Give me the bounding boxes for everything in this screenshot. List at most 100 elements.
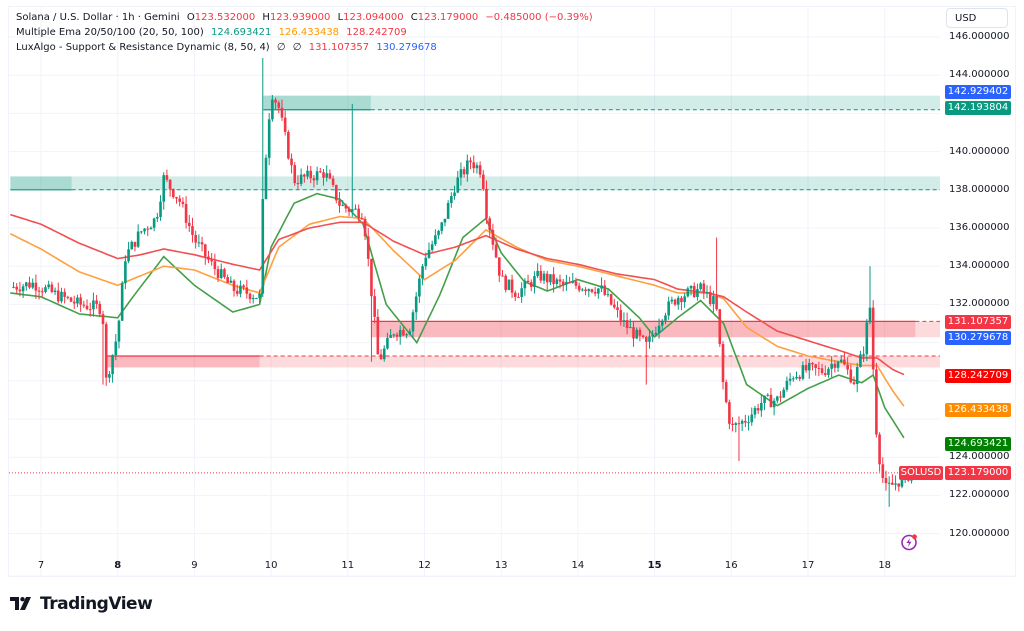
candle-body [776, 396, 779, 401]
candle-body [839, 359, 843, 362]
candle-body [456, 177, 460, 193]
candle-body [338, 200, 341, 206]
candle-body [597, 288, 600, 294]
candle-body [395, 334, 399, 337]
candle-body [670, 299, 674, 302]
candle-body [56, 290, 60, 302]
candle-body [491, 229, 495, 245]
candle-body [734, 423, 738, 425]
time-tick-label: 10 [264, 560, 278, 571]
candle-body [203, 244, 207, 257]
candle-body [561, 281, 565, 285]
candle-body [823, 373, 827, 375]
sr-support-value: 130.279678 [376, 42, 437, 53]
candle-body [88, 309, 92, 311]
candle-body [731, 423, 734, 425]
candle-body [146, 228, 150, 230]
candle-body [251, 297, 255, 300]
time-tick-label: 12 [418, 560, 431, 571]
candle-body [296, 183, 300, 185]
sr-zone-extension [259, 355, 941, 368]
candle-body [226, 277, 229, 283]
candle-body [667, 301, 670, 316]
candle-body [210, 259, 213, 262]
low-value: 123.094000 [343, 12, 404, 23]
candle-body [274, 99, 277, 103]
candle-body [865, 322, 869, 355]
lightning-icon[interactable] [900, 533, 918, 551]
candle-body [79, 297, 82, 305]
candle-body [283, 117, 287, 132]
price-badge: 142.929402 [945, 85, 1011, 99]
candle-body [344, 204, 348, 209]
candle-body [859, 354, 862, 368]
candle-body [632, 327, 635, 339]
sr-indicator-name[interactable]: LuxAlgo - Support & Resistance Dynamic (… [16, 42, 270, 53]
candle-body [884, 478, 888, 484]
candle-body [277, 102, 281, 108]
candle-body [638, 329, 642, 336]
candle-body [472, 162, 476, 169]
symbol-title[interactable]: Solana / U.S. Dollar · 1h · Gemini [16, 12, 180, 23]
candle-body [347, 208, 351, 212]
tradingview-logo[interactable]: TradingView [10, 594, 153, 614]
candle-body [485, 188, 488, 219]
time-tick-label: 16 [724, 560, 738, 571]
currency-selector[interactable]: USD [946, 8, 1008, 28]
candle-body [555, 279, 559, 285]
candle-body [600, 285, 603, 289]
candle-body [849, 369, 853, 383]
brand-name: TradingView [40, 594, 153, 614]
candle-body [261, 199, 265, 294]
candle-body [418, 278, 421, 297]
candle-body [763, 395, 766, 403]
candle-body [421, 266, 424, 279]
candle-body [130, 241, 134, 250]
candle-body [750, 414, 754, 423]
candle-body [558, 279, 562, 282]
candle-body [290, 158, 293, 166]
candle-body [427, 249, 431, 258]
candle-body [66, 296, 70, 298]
candle-body [24, 282, 28, 287]
candle-body [603, 285, 607, 295]
candle-body [673, 299, 677, 305]
candle-body [807, 362, 811, 371]
ema-line-ema50 [9, 215, 905, 407]
ema-indicator-name[interactable]: Multiple Ema 20/50/100 (20, 50, 100) [16, 27, 204, 38]
candle-body [482, 174, 485, 189]
candle-body [696, 289, 699, 298]
candle-body [894, 483, 897, 485]
candle-body [785, 380, 789, 390]
candle-body [606, 294, 610, 296]
candle-body [811, 362, 814, 365]
candle-body [386, 337, 389, 349]
sr-legend[interactable]: LuxAlgo - Support & Resistance Dynamic (… [16, 41, 441, 54]
candle-body [545, 273, 549, 283]
ema-legend[interactable]: Multiple Ema 20/50/100 (20, 50, 100) 124… [16, 26, 411, 39]
candle-body [520, 288, 523, 297]
candle-body [753, 408, 757, 415]
candle-body [108, 374, 111, 378]
candle-body [814, 364, 817, 368]
candle-body [92, 300, 95, 310]
candle-body [271, 99, 274, 120]
time-tick-label: 11 [341, 560, 355, 571]
time-tick-label: 14 [571, 560, 585, 571]
symbol-badge: SOLUSD [899, 466, 943, 480]
sr-zone-support [370, 321, 916, 338]
candle-body [360, 218, 364, 220]
candle-body [322, 172, 325, 178]
candle-body [897, 483, 901, 487]
candle-body [47, 284, 50, 288]
candle-body [513, 292, 517, 297]
candle-body [459, 169, 463, 178]
sr-empty-1: ∅ [276, 42, 286, 53]
candle-body [590, 289, 594, 292]
candle-body [303, 174, 306, 177]
time-tick-label: 9 [191, 560, 198, 571]
candle-body [350, 209, 354, 212]
sr-zone-resistance [263, 95, 371, 110]
candle-body [820, 368, 824, 374]
